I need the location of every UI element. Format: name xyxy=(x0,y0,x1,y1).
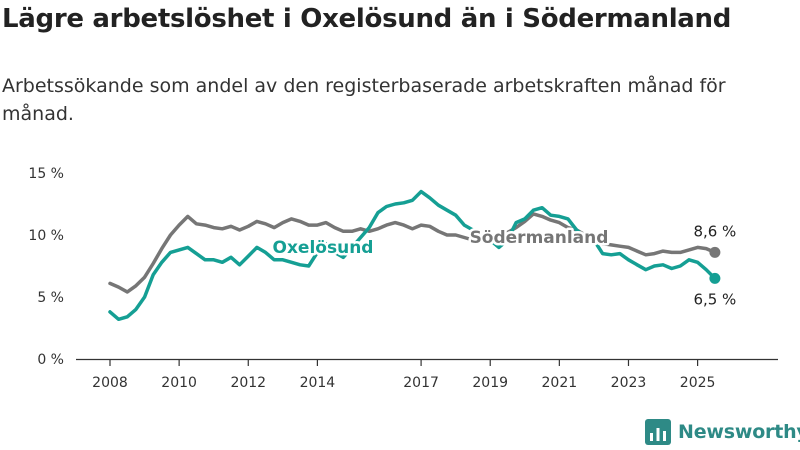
newsworthy-brand[interactable]: Newsworthy xyxy=(644,418,800,446)
end-value-label-oxel-sund: 6,5 % xyxy=(693,290,736,308)
chart-subtitle: Arbetssökande som andel av den registerb… xyxy=(2,75,726,125)
x-tick-label: 2025 xyxy=(680,375,716,391)
x-tick-label: 2021 xyxy=(542,375,578,391)
chart-title: Lägre arbetslöshet i Oxelösund än i Söde… xyxy=(2,4,732,34)
series-label-s-dermanland: Södermanland xyxy=(470,228,609,248)
series-line-s-dermanland xyxy=(108,212,717,294)
x-axis: 2008 2010 2012 2014 2017 2019 2021 2023 2025 xyxy=(76,358,778,391)
y-tick-label: 5 % xyxy=(37,290,64,306)
y-tick-label: 15 % xyxy=(28,166,64,182)
x-tick-label: 2012 xyxy=(230,375,266,391)
x-tick-label: 2023 xyxy=(611,375,647,391)
series-line-oxel-sund xyxy=(108,189,717,322)
x-tick-label: 2008 xyxy=(92,375,128,391)
series-endpoint-s-dermanland xyxy=(709,246,721,258)
y-tick-label: 10 % xyxy=(28,228,64,244)
end-value-label-s-dermanland: 8,6 % xyxy=(693,222,736,240)
series-endpoint-oxel-sund xyxy=(709,272,721,284)
y-tick-label: 0 % xyxy=(37,352,64,368)
series-layer: 8,6 % 6,5 % xyxy=(108,189,736,322)
brand-name: Newsworthy xyxy=(678,421,800,443)
series-labels: Södermanland Oxelösund xyxy=(270,226,611,261)
y-axis: 0 % 5 % 10 % 15 % xyxy=(28,166,64,368)
x-tick-label: 2017 xyxy=(403,375,439,391)
x-tick-label: 2014 xyxy=(300,375,336,391)
x-tick-label: 2010 xyxy=(161,375,197,391)
series-label-oxel-sund: Oxelösund xyxy=(273,238,374,258)
bar-chart-logo-icon xyxy=(645,419,671,445)
x-tick-label: 2019 xyxy=(472,375,508,391)
